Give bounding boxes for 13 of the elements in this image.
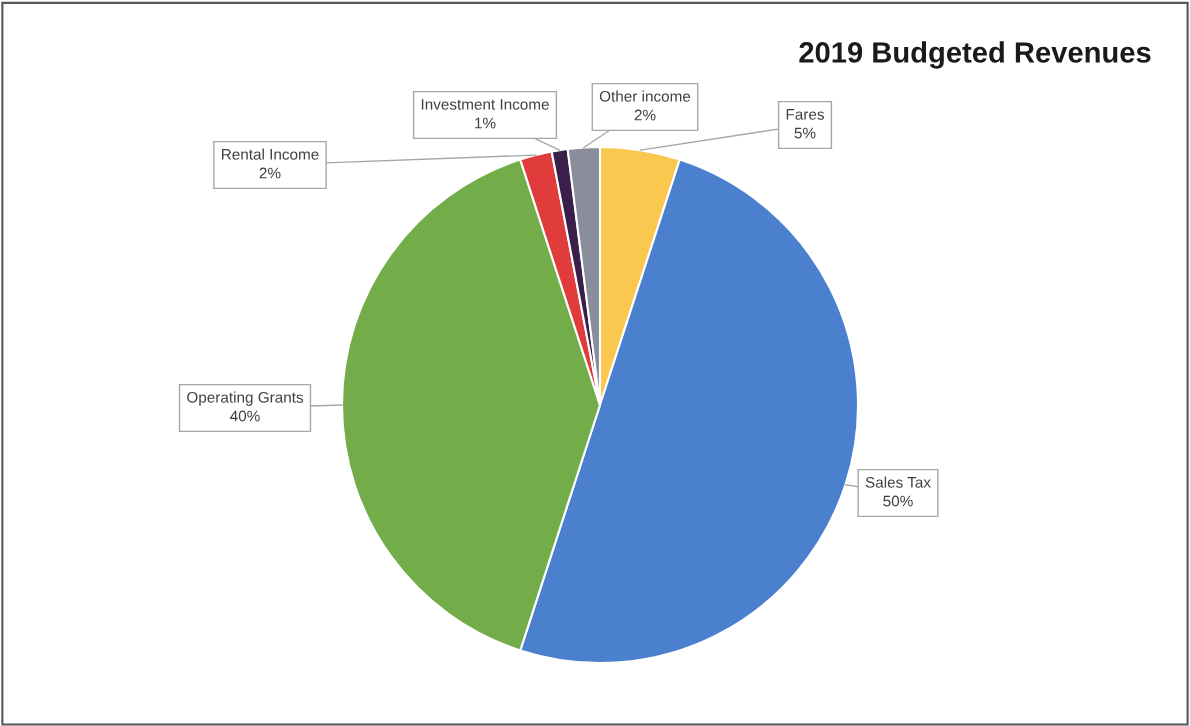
slice-label: Operating Grants <box>187 391 304 406</box>
slice-label: Other income <box>599 90 691 102</box>
slice-label: Fares <box>786 109 824 120</box>
data-label: 50% <box>883 495 913 507</box>
data-label: 2% <box>259 167 281 179</box>
data-label: 40% <box>230 410 260 422</box>
data-label: 1% <box>475 117 496 129</box>
slice-label: Rental Income <box>222 148 319 160</box>
data-label: 2% <box>634 109 656 121</box>
chart-title: 2019 Budgeted Revenues <box>799 41 1151 69</box>
slice-label: Sales Tax <box>865 476 931 488</box>
data-label: 5% <box>794 127 816 139</box>
slice-label: Investment Income <box>421 99 549 110</box>
